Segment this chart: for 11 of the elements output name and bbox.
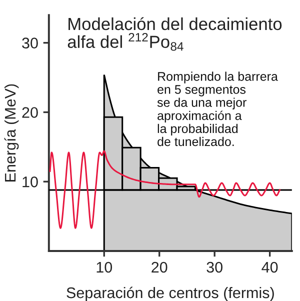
- y-tick-label: 30: [22, 38, 38, 48]
- x-tick-label: 20: [152, 262, 168, 273]
- x-axis-title: Separación de centros (fermis): [66, 286, 274, 301]
- text: Modelación del decaimiento alfa del $^{212}$Po$_{84}$: [68, 17, 282, 51]
- y-tick-label: 10: [22, 176, 38, 188]
- y-axis-title: Energía (MeV): [4, 84, 19, 182]
- x-tick-label: 10: [96, 262, 112, 273]
- annotation: Rompiendo la barrera en 5 segmentos se da una mejor aproximación a la probabilidad de tunelizado.: [157, 72, 278, 146]
- x-tick-label: 30: [206, 262, 222, 273]
- x-tick-label: 40: [262, 262, 278, 273]
- y-tick-label: 20: [22, 107, 38, 118]
